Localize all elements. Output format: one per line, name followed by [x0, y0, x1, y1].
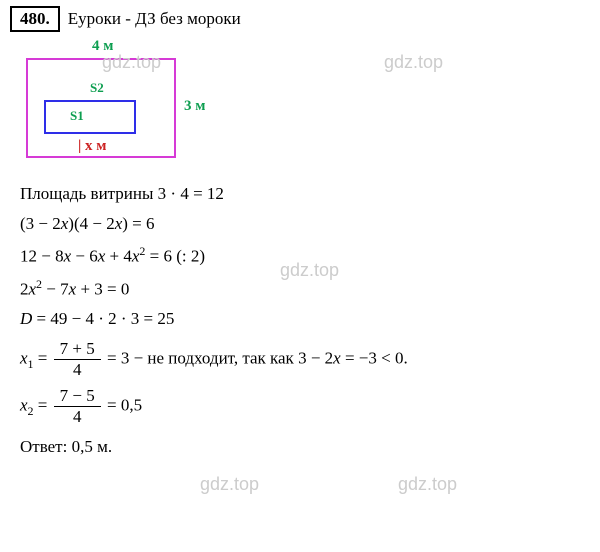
- l7den: 4: [54, 407, 101, 427]
- line-7: x2 = 7 − 54 = 0,5: [20, 386, 600, 427]
- l7num: 7 − 5: [54, 386, 101, 407]
- fraction-2: 7 − 54: [54, 386, 101, 427]
- line-4: 2x2 − 7x + 3 = 0: [20, 277, 600, 300]
- label-s2: S2: [90, 80, 104, 96]
- l3a: 12 − 8: [20, 247, 64, 266]
- l5b: = 49 − 4 · 2 · 3 = 25: [32, 309, 174, 328]
- l2b: )(4 − 2: [68, 214, 114, 233]
- inner-rectangle: [44, 100, 136, 134]
- answer-line: Ответ: 0,5 м.: [20, 437, 600, 457]
- l6x2: x: [333, 349, 341, 368]
- problem-number-badge: 480.: [10, 6, 60, 32]
- watermark-2: gdz.top: [384, 52, 443, 73]
- l6den: 4: [54, 360, 101, 380]
- solution-content: Площадь витрины 3 · 4 = 12 (3 − 2x)(4 − …: [20, 184, 600, 457]
- line-2: (3 − 2x)(4 − 2x) = 6: [20, 214, 600, 234]
- watermark-4: gdz.top: [200, 474, 259, 495]
- l7eq: =: [34, 396, 52, 415]
- l5a: D: [20, 309, 32, 328]
- header: 480. Еуроки - ДЗ без мороки: [0, 0, 600, 38]
- label-right: 3 м: [184, 98, 205, 115]
- l4a: 2: [20, 279, 29, 298]
- line-6: x1 = 7 + 54 = 3 − не подходит, так как 3…: [20, 339, 600, 380]
- line-5: D = 49 − 4 · 2 · 3 = 25: [20, 309, 600, 329]
- l7x: x: [20, 396, 28, 415]
- l4c: + 3 = 0: [76, 279, 129, 298]
- l3b: − 6: [71, 247, 98, 266]
- l4b: − 7: [42, 279, 69, 298]
- label-bottom: | x м: [78, 138, 107, 155]
- line-1: Площадь витрины 3 · 4 = 12: [20, 184, 600, 204]
- l3c: + 4: [105, 247, 132, 266]
- l2a: (3 − 2: [20, 214, 61, 233]
- l6num: 7 + 5: [54, 339, 101, 360]
- l2c: ) = 6: [122, 214, 154, 233]
- diagram: 4 м 3 м S1 S2 | x м: [22, 42, 222, 182]
- label-s1: S1: [70, 108, 84, 124]
- l6rest: = 3 − не подходит, так как 3 − 2: [103, 349, 333, 368]
- l6end: = −3 < 0.: [341, 349, 408, 368]
- l6x: x: [20, 349, 28, 368]
- watermark-5: gdz.top: [398, 474, 457, 495]
- l4x1: x: [29, 279, 37, 298]
- l3d: = 6 (: 2): [145, 247, 205, 266]
- l6eq: =: [34, 349, 52, 368]
- label-top: 4 м: [92, 38, 113, 55]
- fraction-1: 7 + 54: [54, 339, 101, 380]
- line-3: 12 − 8x − 6x + 4x2 = 6 (: 2): [20, 244, 600, 267]
- l3x1: x: [64, 247, 72, 266]
- header-title: Еуроки - ДЗ без мороки: [68, 9, 241, 29]
- l7rest: = 0,5: [103, 396, 142, 415]
